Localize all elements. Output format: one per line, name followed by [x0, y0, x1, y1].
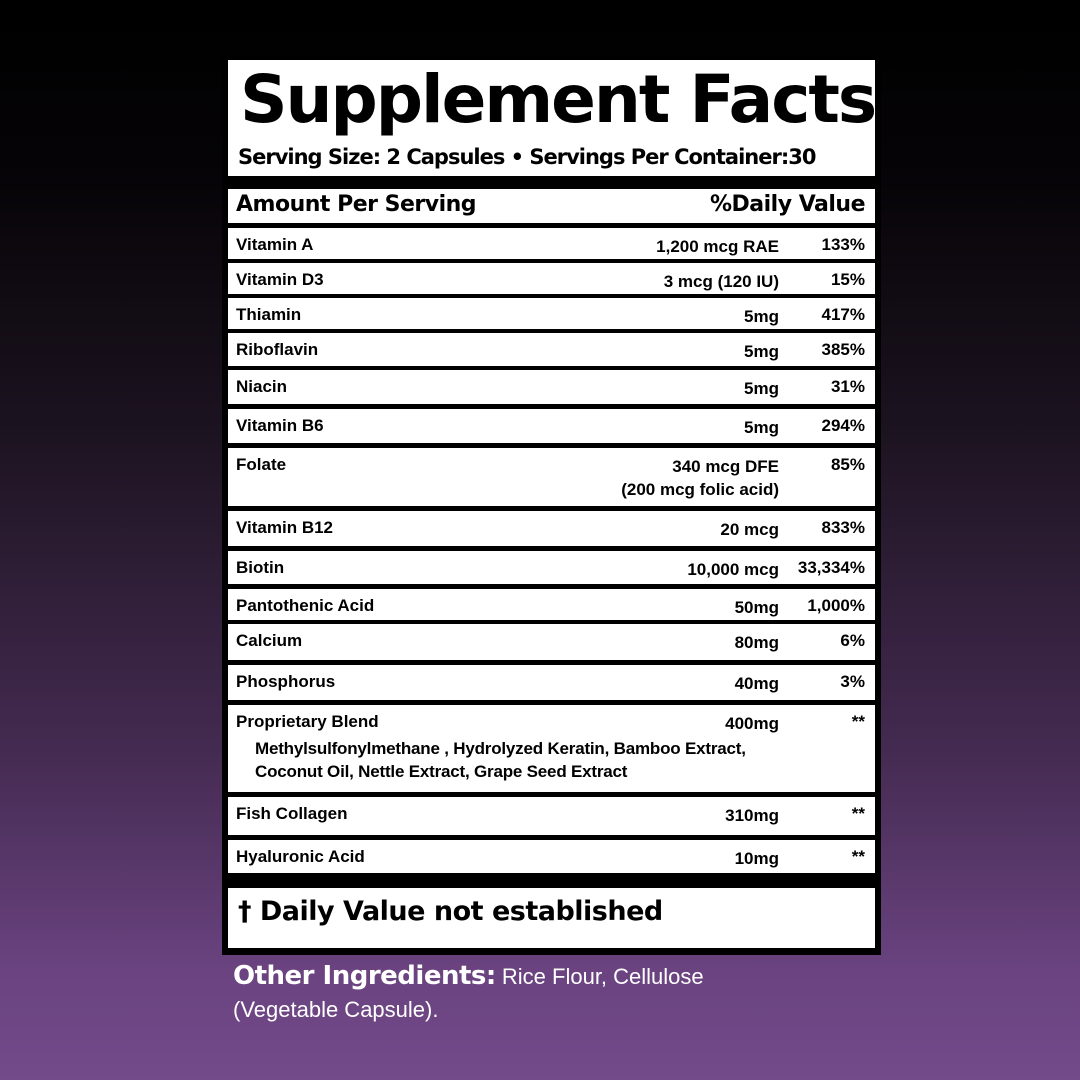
amount-text: 5mg: [744, 418, 779, 437]
daily-value: 33,334%: [797, 558, 865, 577]
amount-text: 400mg: [725, 714, 779, 733]
nutrient-name: Calcium: [236, 631, 303, 650]
amount-text: 10,000 mcg: [687, 560, 779, 579]
nutrient-amount: 5mg: [744, 377, 779, 400]
amount-text: 310mg: [725, 806, 779, 825]
other-ingredients-text: Rice Flour, Cellulose (Vegetable Capsule…: [233, 964, 704, 1022]
table-row: Hyaluronic Acid 10mg **: [228, 840, 875, 873]
daily-value: 385%: [821, 340, 865, 359]
nutrient-amount: 5mg: [744, 416, 779, 439]
nutrient-amount: 340 mcg DFE (200 mcg folic acid): [621, 455, 779, 501]
nutrient-name: Vitamin A: [236, 235, 314, 254]
nutrient-amount: 310mg: [725, 804, 779, 827]
amount-note: (200 mcg folic acid): [621, 480, 779, 499]
table-row: Fish Collagen 310mg **: [228, 797, 875, 835]
daily-value: 31%: [830, 377, 865, 396]
table-row: Calcium 80mg 6%: [228, 624, 875, 660]
table-row: Folate 340 mcg DFE (200 mcg folic acid) 85%: [228, 448, 875, 506]
nutrient-amount: 40mg: [735, 672, 779, 695]
amount-text: 20 mcg: [720, 520, 779, 539]
nutrient-name: Fish Collagen: [236, 804, 348, 823]
table-row: Thiamin 5mg 417%: [228, 298, 875, 329]
table-row: Vitamin B12 20 mcg 833%: [228, 511, 875, 546]
table-row: Biotin 10,000 mcg 33,334%: [228, 551, 875, 584]
nutrient-name: Vitamin B12: [236, 518, 334, 537]
nutrient-amount: 400mg: [725, 712, 779, 735]
daily-value: 133%: [821, 235, 865, 254]
nutrient-name: Folate: [236, 455, 287, 474]
daily-value: **: [851, 712, 865, 731]
other-ingredients-label: Other Ingredients:: [233, 961, 496, 991]
nutrient-amount: 10,000 mcg: [687, 558, 779, 581]
nutrient-amount: 3 mcg (120 IU): [664, 270, 779, 293]
nutrient-amount: 20 mcg: [720, 518, 779, 541]
nutrient-amount: 5mg: [744, 305, 779, 328]
table-row: Vitamin D3 3 mcg (120 IU) 15%: [228, 263, 875, 294]
nutrient-name: Pantothenic Acid: [236, 596, 375, 615]
amount-text: 10mg: [734, 849, 779, 868]
amount-text: 40mg: [734, 674, 779, 693]
table-row: Riboflavin 5mg 385%: [228, 333, 875, 366]
footnote-box: † Daily Value not established: [228, 888, 875, 948]
amount-text: 5mg: [744, 342, 779, 361]
footnote: † Daily Value not established: [238, 896, 663, 927]
amount-text: 1,200 mcg RAE: [656, 237, 779, 256]
daily-value: 294%: [821, 416, 865, 435]
daily-value: 3%: [840, 672, 865, 691]
nutrient-amount: 80mg: [735, 631, 779, 654]
amount-text: 340 mcg DFE: [672, 457, 779, 476]
nutrient-name: Proprietary Blend: [236, 712, 379, 731]
table-row: Phosphorus 40mg 3%: [228, 665, 875, 700]
nutrient-name: Vitamin D3: [236, 270, 324, 289]
daily-value: 417%: [821, 305, 865, 324]
blend-line: Coconut Oil, Nettle Extract, Grape Seed …: [255, 762, 628, 781]
daily-value: 85%: [830, 455, 865, 474]
amount-text: 5mg: [744, 379, 779, 398]
daily-value: **: [851, 847, 865, 866]
blend-ingredients: Methylsulfonylmethane , Hydrolyzed Kerat…: [255, 737, 746, 783]
daily-value: **: [851, 804, 865, 823]
other-ingredients: Other Ingredients: Rice Flour, Cellulose…: [233, 960, 753, 1026]
amount-text: 80mg: [734, 633, 779, 652]
nutrient-name: Biotin: [236, 558, 285, 577]
amount-header: Amount Per Serving: [236, 192, 477, 217]
table-row: Proprietary Blend 400mg ** Methylsulfonylme…: [228, 705, 875, 792]
serving-info: Serving Size: 2 Capsules • Servings Per …: [238, 145, 816, 169]
table-row: Pantothenic Acid 50mg 1,000%: [228, 589, 875, 620]
title-box: Supplement Facts Serving Size: 2 Capsule…: [228, 60, 877, 176]
daily-value: 833%: [821, 518, 865, 537]
table-row: Vitamin A 1,200 mcg RAE 133%: [228, 228, 875, 259]
daily-value: 15%: [830, 270, 865, 289]
nutrient-name: Niacin: [236, 377, 288, 396]
nutrient-name: Thiamin: [236, 305, 302, 324]
nutrient-amount: 1,200 mcg RAE: [656, 235, 779, 258]
nutrient-name: Hyaluronic Acid: [236, 847, 365, 866]
dv-header: %Daily Value: [709, 192, 866, 217]
nutrient-amount: 10mg: [735, 847, 779, 870]
daily-value: 1,000%: [807, 596, 865, 615]
amount-text: 5mg: [744, 307, 779, 326]
nutrient-name: Vitamin B6: [236, 416, 324, 435]
table-row: Niacin 5mg 31%: [228, 370, 875, 404]
nutrient-name: Riboflavin: [236, 340, 319, 359]
table-header: Amount Per Serving %Daily Value: [228, 189, 875, 223]
daily-value: 6%: [840, 631, 865, 650]
nutrient-name: Phosphorus: [236, 672, 336, 691]
nutrient-amount: 5mg: [744, 340, 779, 363]
table-row: Vitamin B6 5mg 294%: [228, 409, 875, 443]
blend-line: Methylsulfonylmethane , Hydrolyzed Kerat…: [255, 739, 746, 758]
page-title: Supplement Facts: [240, 61, 877, 138]
amount-text: 3 mcg (120 IU): [663, 272, 779, 291]
nutrient-amount: 50mg: [735, 596, 779, 619]
amount-text: 50mg: [734, 598, 779, 617]
